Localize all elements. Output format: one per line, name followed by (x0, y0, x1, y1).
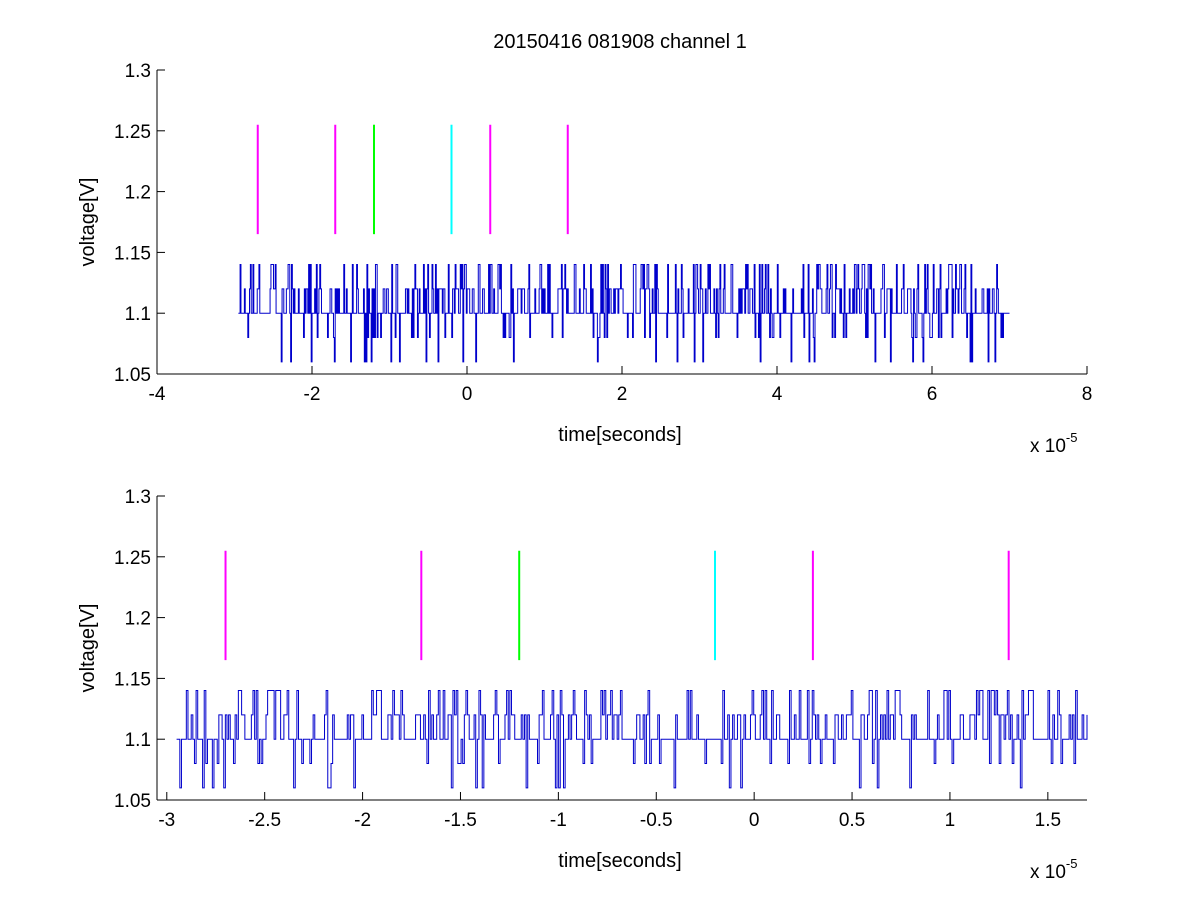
x-tick-label: 0.5 (839, 810, 865, 831)
voltage-trace (176, 690, 1088, 789)
x-tick-label: -0.5 (640, 810, 673, 831)
y-tick-label: 1.1 (125, 304, 151, 325)
x-tick-label: 0 (749, 810, 760, 831)
x-tick-label: 1 (945, 810, 956, 831)
y-tick-label: 1.05 (114, 791, 151, 812)
y-tick-label: 1.2 (125, 183, 151, 204)
x-tick-label: 1.5 (1035, 810, 1061, 831)
y-tick-label: 1.25 (114, 548, 151, 569)
x-tick-label: 8 (1082, 384, 1093, 405)
top-x-axis-label: time[seconds] (558, 424, 681, 446)
y-tick-label: 1.2 (125, 609, 151, 630)
x-tick-label: -2.5 (248, 810, 281, 831)
y-tick-label: 1.3 (125, 487, 151, 508)
top-x-multiplier: x 10-5 (1030, 430, 1077, 457)
bottom-plot: 1.05 1.1 1.15 1.2 1.25 1.3 -3 -2.5 -2 -1.5 -1 -0.5 0… (114, 487, 1088, 831)
x-tick-label: 0 (462, 384, 473, 405)
y-tick-label: 1.15 (114, 669, 151, 690)
voltage-trace (238, 264, 1010, 363)
x-tick-label: 4 (772, 384, 783, 405)
x-tick-label: 6 (927, 384, 938, 405)
y-tick-label: 1.05 (114, 365, 151, 386)
x-tick-label: -4 (149, 384, 166, 405)
x-tick-label: -1.5 (444, 810, 477, 831)
x-tick-label: -2 (354, 810, 371, 831)
bottom-x-multiplier: x 10-5 (1030, 856, 1077, 883)
y-tick-label: 1.1 (125, 730, 151, 751)
x-tick-label: -2 (304, 384, 321, 405)
y-tick-label: 1.15 (114, 243, 151, 264)
x-tick-label: 2 (617, 384, 628, 405)
y-tick-label: 1.3 (125, 61, 151, 82)
top-plot: 1.05 1.1 1.15 1.2 1.25 1.3 -4 -2 0 2 4 6 8 (114, 61, 1092, 405)
y-tick-label: 1.25 (114, 122, 151, 143)
x-tick-label: -3 (158, 810, 175, 831)
bottom-x-axis-label: time[seconds] (558, 850, 681, 872)
top-y-axis-label: voltage[V] (77, 178, 99, 267)
chart-title: 20150416 081908 channel 1 (493, 31, 747, 53)
x-tick-label: -1 (550, 810, 567, 831)
bottom-y-axis-label: voltage[V] (77, 604, 99, 693)
